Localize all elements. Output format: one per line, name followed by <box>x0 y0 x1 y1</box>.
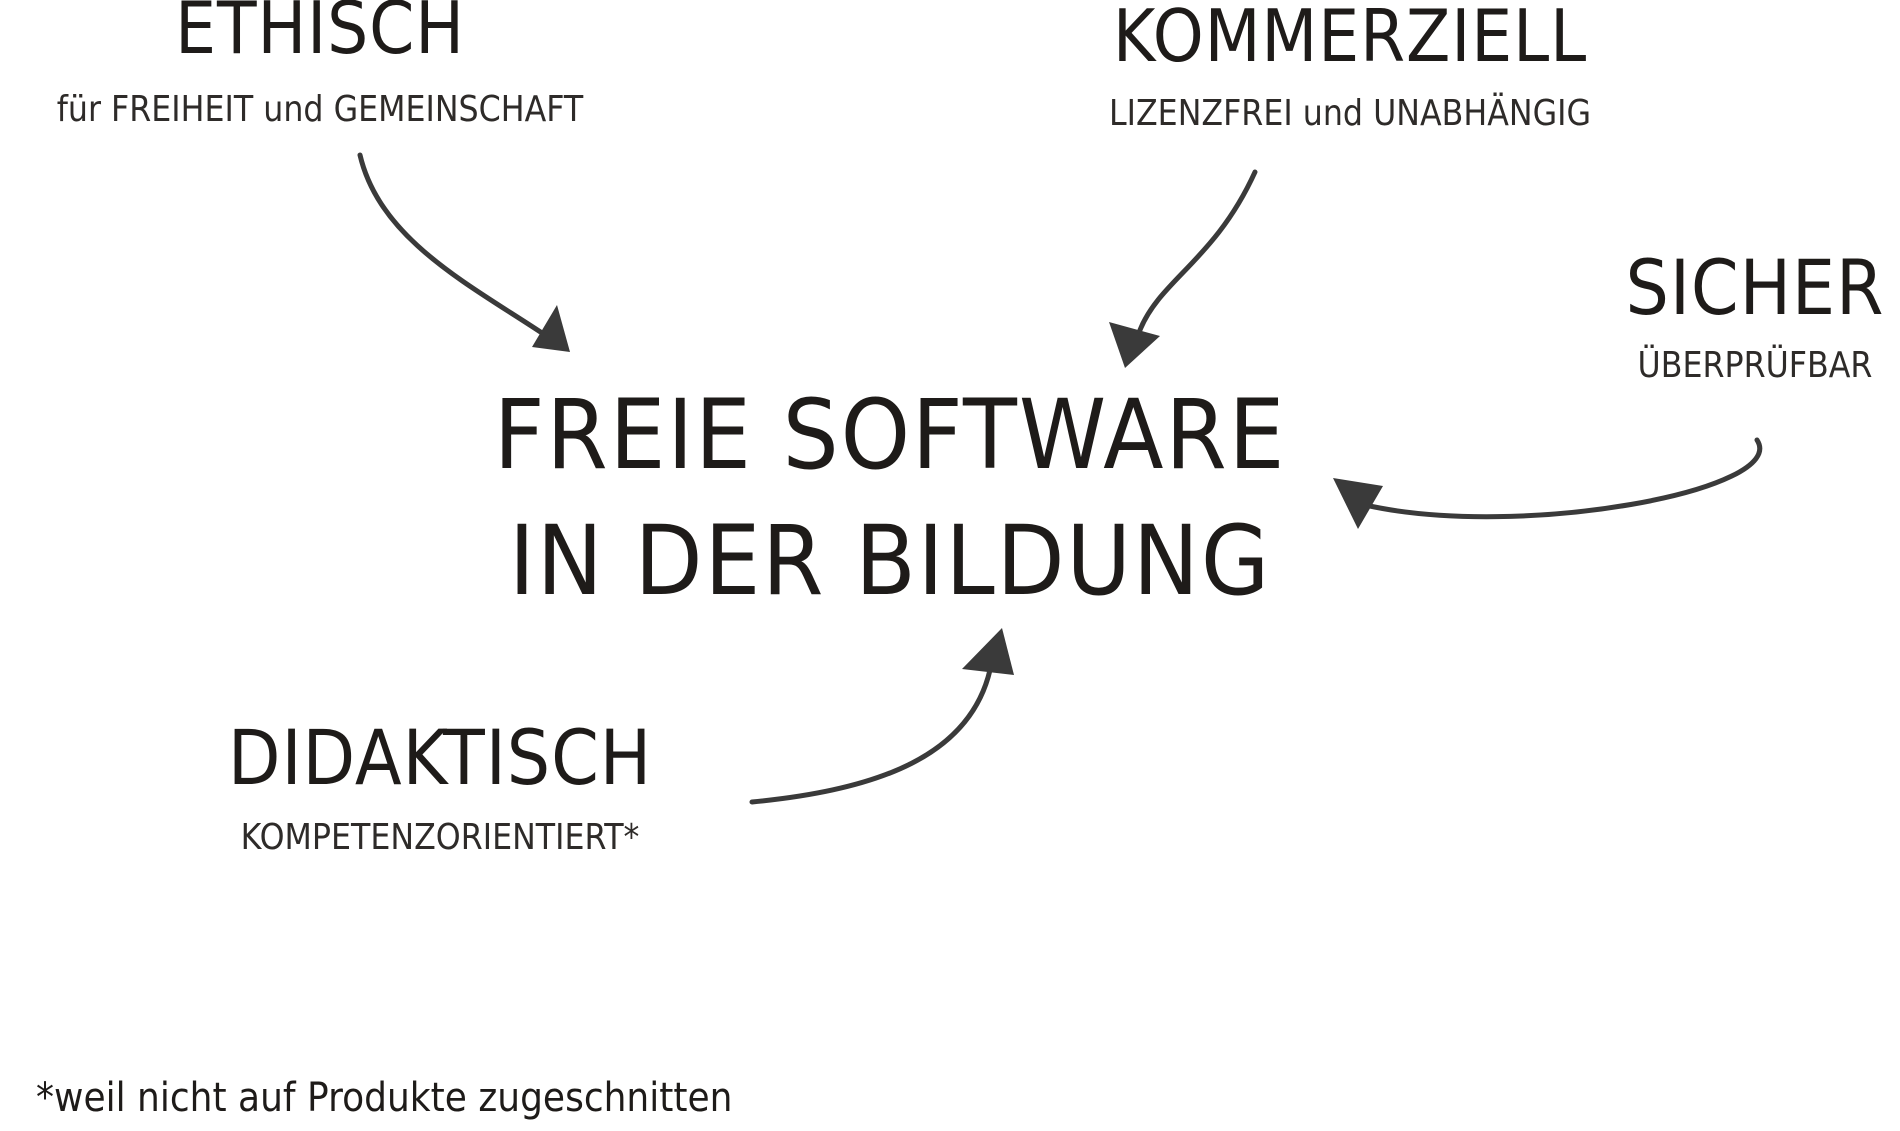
node-kommerziell: KOMMERZIELL LIZENZFREI und UNABHÄNGIG <box>1050 0 1650 132</box>
node-kommerziell-subtitle: LIZENZFREI und UNABHÄNGIG <box>1108 93 1592 134</box>
node-didaktisch: DIDAKTISCH KOMPETENZORIENTIERT* <box>170 720 710 856</box>
node-sicher: SICHER ÜBERPRÜFBAR <box>1610 250 1900 384</box>
arrow-didaktisch <box>749 667 993 805</box>
node-sicher-subtitle: ÜBERPRÜFBAR <box>1637 345 1873 386</box>
node-ethisch: ETHISCH für FREIHEIT und GEMEINSCHAFT <box>0 0 640 128</box>
arrow-ethisch <box>357 152 548 338</box>
arrow-sicher-head <box>1333 478 1383 529</box>
node-sicher-title: SICHER <box>1625 243 1885 332</box>
footnote: *weil nicht auf Produkte zugeschnitten <box>36 1075 733 1121</box>
node-kommerziell-title: KOMMERZIELL <box>1112 0 1588 78</box>
arrow-sicher <box>1362 437 1763 520</box>
node-ethisch-subtitle: für FREIHEIT und GEMEINSCHAFT <box>56 89 584 130</box>
node-didaktisch-subtitle: KOMPETENZORIENTIERT* <box>240 817 640 858</box>
center-heading-line2: IN DER BILDUNG <box>508 505 1272 617</box>
arrow-kommerziell-head <box>1109 322 1160 368</box>
node-didaktisch-title: DIDAKTISCH <box>227 713 653 802</box>
center-heading-line1: FREIE SOFTWARE <box>493 379 1287 491</box>
center-heading: FREIE SOFTWARE IN DER BILDUNG <box>440 372 1340 624</box>
arrow-didaktisch-head <box>962 628 1014 675</box>
arrow-kommerziell <box>1137 169 1258 333</box>
arrow-ethisch-head <box>532 305 570 352</box>
node-ethisch-title: ETHISCH <box>175 0 465 70</box>
